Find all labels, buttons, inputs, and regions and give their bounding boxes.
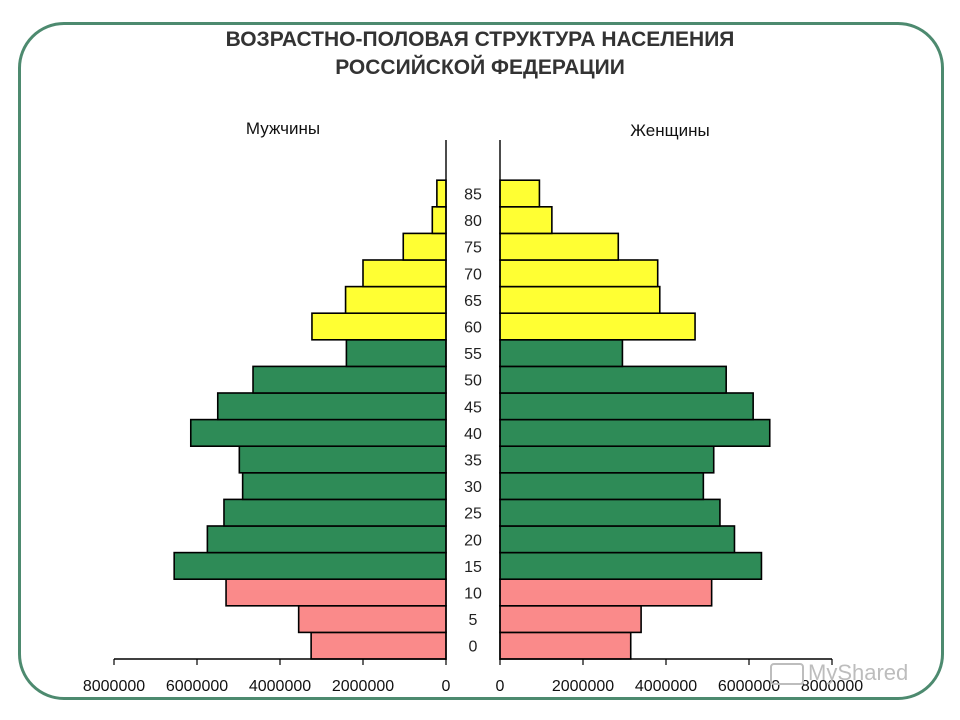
- age-label-55: 55: [464, 346, 482, 363]
- male-bar-age-40: [189, 418, 447, 448]
- age-label-65: 65: [464, 293, 482, 310]
- chart-title: ВОЗРАСТНО-ПОЛОВАЯ СТРУКТУРА НАСЕЛЕНИЯ РО…: [0, 26, 960, 82]
- male-bar-age-25: [223, 498, 447, 527]
- male-bar-age-15: [173, 551, 447, 580]
- age-label-60: 60: [464, 320, 482, 337]
- female-bar-age-80: [499, 206, 553, 235]
- age-label-50: 50: [464, 373, 482, 390]
- female-bar-age-60: [499, 312, 696, 341]
- female-bar-age-75: [499, 232, 620, 261]
- male-bar-age-75: [402, 232, 447, 261]
- male-bar-age-0: [310, 631, 447, 660]
- chart-title-line-1: ВОЗРАСТНО-ПОЛОВАЯ СТРУКТУРА НАСЕЛЕНИЯ: [225, 28, 735, 51]
- male-bar-age-55: [345, 338, 447, 368]
- male-bar-age-45: [216, 392, 447, 421]
- age-label-25: 25: [464, 506, 482, 523]
- female-bar-age-0: [499, 631, 632, 660]
- female-bar-age-50: [499, 365, 727, 394]
- female-side-label: Женщины: [630, 121, 709, 140]
- male-bar-age-65: [344, 285, 447, 315]
- age-label-70: 70: [464, 266, 482, 283]
- female-bar-age-5: [499, 604, 642, 634]
- male-side-label: Мужчины: [246, 119, 320, 138]
- female-bar-age-35: [499, 445, 715, 474]
- female-bar-age-15: [499, 551, 763, 580]
- age-label-30: 30: [464, 479, 482, 496]
- female-bar-age-65: [499, 285, 661, 315]
- age-label-85: 85: [464, 187, 482, 204]
- age-label-75: 75: [464, 240, 482, 257]
- female-x-tick-label: 0: [496, 678, 505, 695]
- male-x-tick-label: 6000000: [166, 678, 228, 695]
- female-x-tick-label: 8000000: [801, 678, 863, 695]
- watermark-text: MyShared: [808, 660, 909, 685]
- male-bar-age-10: [225, 578, 447, 607]
- male-x-tick-label: 2000000: [332, 678, 394, 695]
- female-bar-age-25: [499, 498, 721, 527]
- age-label-10: 10: [464, 586, 482, 603]
- age-label-20: 20: [464, 532, 482, 549]
- watermark-logo-icon: [770, 663, 804, 686]
- male-x-tick-label: 8000000: [83, 678, 145, 695]
- male-x-tick-label: 4000000: [249, 678, 311, 695]
- slide-frame: [18, 22, 944, 700]
- age-label-0: 0: [469, 639, 478, 656]
- male-x-tick-label: 0: [442, 678, 451, 695]
- female-bar-age-45: [499, 392, 754, 421]
- female-bar-age-70: [499, 259, 659, 288]
- male-bar-age-60: [311, 312, 447, 341]
- age-label-15: 15: [464, 559, 482, 576]
- age-label-80: 80: [464, 213, 482, 230]
- female-bar-age-10: [499, 578, 713, 607]
- female-x-tick-label: 4000000: [635, 678, 697, 695]
- age-label-35: 35: [464, 453, 482, 470]
- female-bar-age-85: [499, 179, 541, 208]
- female-x-tick-label: 6000000: [718, 678, 780, 695]
- female-bar-age-40: [499, 418, 771, 448]
- age-label-40: 40: [464, 426, 482, 443]
- watermark: MyShared: [770, 660, 908, 686]
- chart-title-line-2: РОССИЙСКОЙ ФЕДЕРАЦИИ: [335, 56, 625, 79]
- male-bar-age-85: [436, 179, 447, 208]
- female-bar-age-55: [499, 338, 624, 368]
- male-bar-age-35: [238, 445, 447, 474]
- female-x-tick-label: 2000000: [552, 678, 614, 695]
- male-bar-age-80: [431, 206, 447, 235]
- male-bar-age-5: [297, 604, 447, 634]
- male-bar-age-30: [241, 471, 447, 501]
- male-bar-age-50: [252, 365, 447, 394]
- male-bar-age-70: [362, 259, 447, 288]
- age-label-5: 5: [469, 612, 478, 629]
- age-label-45: 45: [464, 399, 482, 416]
- female-bar-age-20: [499, 525, 736, 554]
- female-bar-age-30: [499, 471, 705, 501]
- male-bar-age-20: [206, 525, 447, 554]
